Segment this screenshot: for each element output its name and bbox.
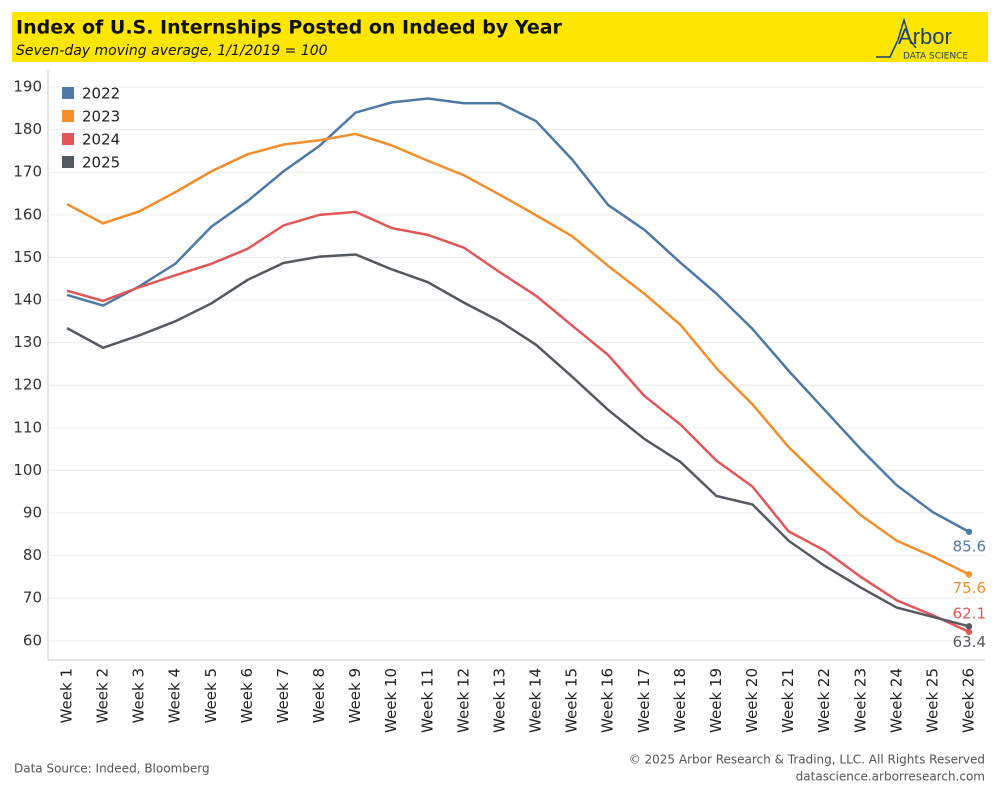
series-line [66, 253, 970, 628]
end-label: 85.6 [953, 537, 986, 555]
x-tick-label: Week 24 [887, 668, 905, 733]
x-tick-label: Week 17 [635, 668, 653, 733]
legend-label: 2024 [82, 131, 120, 149]
y-tick-label: 60 [23, 631, 42, 649]
y-tick-label: 70 [23, 589, 42, 607]
logo-subtitle: DATA SCIENCE [903, 52, 968, 62]
x-tick-label: Week 19 [707, 668, 725, 733]
x-tick-label: Week 12 [454, 668, 472, 733]
series-line [66, 132, 970, 576]
x-tick-label: Week 13 [490, 668, 508, 733]
header-band [12, 12, 988, 62]
y-tick-label: 190 [13, 78, 42, 96]
x-tick-label: Week 14 [527, 668, 545, 733]
legend-swatch [62, 156, 74, 168]
x-tick-label: Week 6 [238, 668, 256, 723]
x-tick-label: Week 10 [382, 668, 400, 733]
x-tick-label: Week 2 [94, 668, 112, 723]
end-label: 63.4 [953, 633, 986, 651]
logo: Arbor [898, 24, 952, 49]
y-tick-label: 110 [13, 418, 42, 436]
end-label: 75.6 [953, 579, 986, 597]
copyright: © 2025 Arbor Research & Trading, LLC. Al… [629, 753, 985, 767]
y-tick-label: 100 [13, 461, 42, 479]
chart-subtitle: Seven-day moving average, 1/1/2019 = 100 [16, 43, 328, 59]
x-tick-label: Week 9 [346, 668, 364, 723]
y-tick-label: 150 [13, 248, 42, 266]
x-tick-label: Week 25 [923, 668, 941, 733]
legend-swatch [62, 110, 74, 122]
x-tick-label: Week 11 [418, 668, 436, 733]
x-tick-label: Week 21 [779, 668, 797, 733]
y-tick-label: 130 [13, 333, 42, 351]
legend-swatch [62, 87, 74, 99]
x-tick-label: Week 16 [599, 668, 617, 733]
y-tick-label: 160 [13, 205, 42, 223]
y-tick-label: 80 [23, 546, 42, 564]
end-point [965, 628, 973, 636]
x-tick-label: Week 26 [960, 668, 978, 733]
x-tick-label: Week 7 [274, 668, 292, 723]
x-tick-label: Week 22 [815, 668, 833, 733]
y-tick-label: 180 [13, 120, 42, 138]
legend-label: 2022 [82, 85, 120, 103]
legend-label: 2023 [82, 108, 120, 126]
y-tick-label: 120 [13, 376, 42, 394]
x-tick-label: Week 15 [563, 668, 581, 733]
x-tick-label: Week 4 [166, 668, 184, 723]
end-label: 62.1 [953, 604, 986, 622]
y-tick-label: 90 [23, 504, 42, 522]
x-tick-label: Week 23 [851, 668, 869, 733]
y-tick-label: 170 [13, 163, 42, 181]
x-tick-label: Week 3 [130, 668, 148, 723]
logo-mark [876, 17, 917, 58]
chart-title: Index of U.S. Internships Posted on Inde… [16, 17, 563, 39]
series-line [66, 97, 970, 533]
legend-swatch [62, 133, 74, 145]
end-point [965, 528, 973, 535]
x-tick-label: Week 8 [310, 668, 328, 723]
x-tick-label: Week 18 [671, 668, 689, 733]
website: datascience.arborresearch.com [796, 770, 985, 784]
x-tick-label: Week 5 [202, 668, 220, 723]
legend-label: 2025 [82, 154, 120, 172]
y-tick-label: 140 [13, 291, 42, 309]
x-tick-label: Week 20 [743, 668, 761, 733]
end-point [965, 623, 973, 630]
end-point [965, 571, 973, 578]
x-tick-label: Week 1 [58, 668, 76, 723]
series-line [66, 210, 970, 634]
source: Data Source: Indeed, Bloomberg [14, 762, 210, 776]
